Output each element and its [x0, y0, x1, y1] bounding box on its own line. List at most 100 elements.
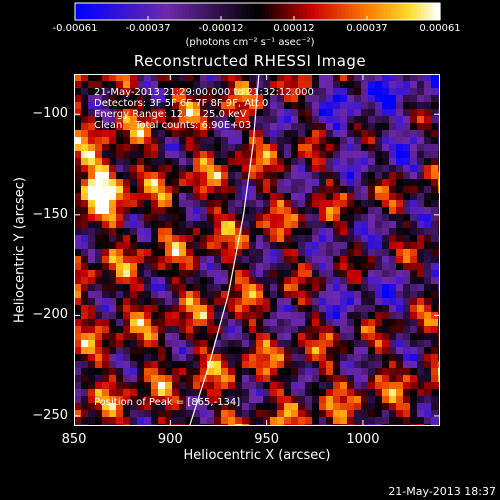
heatmap-cell — [207, 221, 215, 229]
annotation-detectors: Detectors: 3F 5F 6F 7F 8F 9F, Att 0 — [94, 98, 269, 109]
heatmap-cell — [242, 116, 250, 124]
heatmap-cell — [347, 284, 355, 292]
heatmap-cell — [158, 242, 166, 250]
heatmap-cell — [389, 326, 397, 334]
x-tick-label: 900 — [157, 432, 183, 447]
heatmap-cell — [200, 200, 208, 208]
heatmap-cell — [81, 361, 89, 369]
heatmap-cell — [207, 193, 215, 201]
heatmap-cell — [179, 81, 187, 89]
heatmap-cell — [207, 151, 215, 159]
heatmap-cell — [424, 284, 432, 292]
heatmap-cell — [333, 256, 341, 264]
heatmap-cell — [284, 298, 292, 306]
heatmap-cell — [389, 242, 397, 250]
heatmap-cell — [410, 74, 418, 82]
heatmap-cell — [88, 81, 96, 89]
heatmap-cell — [95, 291, 103, 299]
heatmap-cell — [361, 221, 369, 229]
heatmap-cell — [291, 389, 299, 397]
heatmap-cell — [116, 151, 124, 159]
heatmap-cell — [123, 417, 131, 425]
heatmap-cell — [347, 270, 355, 278]
heatmap-cell — [242, 417, 250, 425]
heatmap-cell — [221, 249, 229, 257]
heatmap-cell — [410, 256, 418, 264]
heatmap-cell — [424, 340, 432, 348]
heatmap-cell — [389, 186, 397, 194]
heatmap-cell — [172, 326, 180, 334]
heatmap-cell — [382, 319, 390, 327]
heatmap-cell — [389, 165, 397, 173]
heatmap-cell — [109, 396, 117, 404]
heatmap-cell — [354, 284, 362, 292]
heatmap-cell — [410, 277, 418, 285]
heatmap-cell — [193, 81, 201, 89]
heatmap-cell — [172, 298, 180, 306]
heatmap-cell — [172, 403, 180, 411]
heatmap-cell — [410, 130, 418, 138]
heatmap-cell — [354, 102, 362, 110]
heatmap-cell — [298, 81, 306, 89]
heatmap-cell — [130, 95, 138, 103]
heatmap-cell — [123, 74, 131, 82]
heatmap-cell — [88, 263, 96, 271]
heatmap-cell — [172, 102, 180, 110]
heatmap-cell — [396, 382, 404, 390]
heatmap-cell — [417, 305, 425, 313]
y-tick-label: −150 — [32, 206, 68, 222]
heatmap-cell — [256, 144, 264, 152]
heatmap-cell — [298, 123, 306, 131]
heatmap-cell — [158, 172, 166, 180]
heatmap-cell — [221, 74, 229, 82]
heatmap-cell — [354, 158, 362, 166]
heatmap-cell — [319, 270, 327, 278]
heatmap-cell — [417, 326, 425, 334]
heatmap-cell — [361, 151, 369, 159]
heatmap-cell — [165, 340, 173, 348]
heatmap-cell — [354, 186, 362, 194]
heatmap-cell — [375, 102, 383, 110]
heatmap-cell — [312, 200, 320, 208]
heatmap-cell — [221, 263, 229, 271]
heatmap-cell — [333, 284, 341, 292]
heatmap-cell — [291, 277, 299, 285]
heatmap-cell — [81, 221, 89, 229]
heatmap-cell — [270, 221, 278, 229]
heatmap-cell — [81, 207, 89, 215]
heatmap-cell — [319, 123, 327, 131]
heatmap-cell — [242, 312, 250, 320]
heatmap-cell — [235, 326, 243, 334]
heatmap-cell — [389, 193, 397, 201]
heatmap-cell — [123, 319, 131, 327]
heatmap-cell — [263, 263, 271, 271]
heatmap-cell — [151, 186, 159, 194]
heatmap-cell — [340, 326, 348, 334]
heatmap-cell — [410, 172, 418, 180]
heatmap-cell — [165, 333, 173, 341]
heatmap-cell — [137, 116, 145, 124]
colorbar-bin — [166, 3, 171, 20]
heatmap-cell — [431, 151, 439, 159]
heatmap-cell — [137, 312, 145, 320]
heatmap-cell — [102, 116, 110, 124]
heatmap-cell — [298, 130, 306, 138]
heatmap-cell — [326, 158, 334, 166]
heatmap-cell — [396, 256, 404, 264]
heatmap-cell — [312, 242, 320, 250]
heatmap-cell — [347, 340, 355, 348]
heatmap-cell — [186, 179, 194, 187]
heatmap-cell — [109, 123, 117, 131]
heatmap-cell — [116, 277, 124, 285]
heatmap-cell — [123, 347, 131, 355]
heatmap-cell — [326, 312, 334, 320]
heatmap-cell — [354, 207, 362, 215]
heatmap-cell — [130, 291, 138, 299]
heatmap-cell — [144, 403, 152, 411]
heatmap-cell — [165, 256, 173, 264]
heatmap-cell — [228, 389, 236, 397]
heatmap-cell — [424, 235, 432, 243]
colorbar-bin — [379, 3, 384, 20]
heatmap-cell — [137, 319, 145, 327]
heatmap-cell — [109, 389, 117, 397]
